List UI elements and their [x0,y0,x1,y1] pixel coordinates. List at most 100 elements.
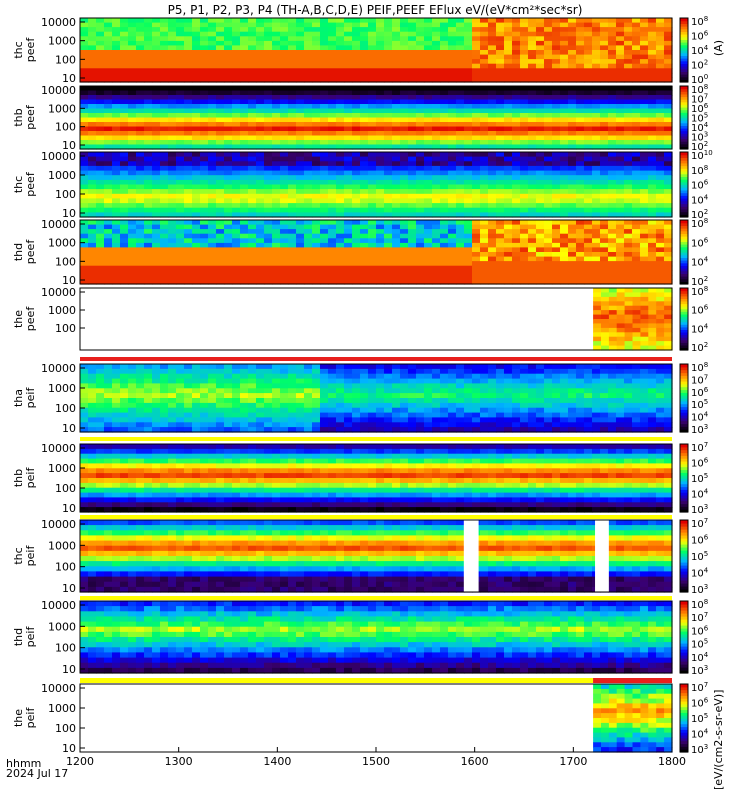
heatmap-cell [392,265,401,271]
heatmap-cell [232,279,241,285]
heatmap-cell [344,364,353,370]
heatmap-cell [104,18,113,24]
heatmap-cell [592,54,601,60]
heatmap-cell [512,45,521,51]
heatmap-cell [352,412,361,419]
heatmap-cell [200,152,209,158]
heatmap-cell [384,207,393,213]
heatmap-cell [432,90,441,96]
heatmap-cell [408,170,417,176]
heatmap-cell [616,252,625,258]
heatmap-cell [104,131,113,137]
heatmap-cell [520,45,529,51]
heatmap-cell [480,63,489,69]
heatmap-cell [128,256,137,262]
heatmap-cell [328,40,337,47]
heatmap-cell [288,36,297,42]
heatmap-cell [144,383,153,389]
heatmap-cell [160,45,169,51]
heatmap-cell [440,270,449,276]
heatmap-cell [312,170,321,176]
heatmap-cell [592,40,601,47]
heatmap-cell [280,95,289,101]
heatmap-cell [544,77,553,83]
heatmap-cell [248,59,257,65]
heatmap-cell [352,184,361,190]
heatmap-cell [496,63,505,69]
heatmap-cell [376,27,385,33]
heatmap-cell [184,90,193,96]
heatmap-cell [128,242,137,249]
heatmap-cell [544,27,553,33]
heatmap-cell [280,256,289,262]
heatmap-cell [344,144,353,150]
heatmap-cell [272,22,281,28]
heatmap-cell [120,224,129,230]
heatmap-cell [128,407,137,414]
heatmap-cell [584,265,593,271]
heatmap-cell [88,135,97,141]
heatmap-cell [120,108,129,114]
heatmap-cell [168,135,177,141]
heatmap-cell [96,95,105,101]
heatmap-cell [512,108,521,114]
heatmap-cell [200,135,209,141]
heatmap-cell [648,50,657,56]
heatmap-cell [400,279,409,285]
heatmap-cell [264,108,273,114]
heatmap-cell [120,247,129,253]
heatmap-cell [472,161,481,167]
heatmap-cell [112,72,121,79]
heatmap-cell [528,135,537,141]
heatmap-cell [488,140,497,146]
heatmap-cell [464,104,473,110]
heatmap-cell [200,161,209,167]
heatmap-cell [184,117,193,123]
heatmap-cell [192,22,201,28]
heatmap-cell [136,99,145,105]
heatmap-cell [496,179,505,186]
heatmap-cell [384,90,393,96]
heatmap-cell [456,113,465,119]
heatmap-cell [656,203,665,209]
heatmap-cell [232,36,241,42]
heatmap-cell [248,422,257,428]
heatmap-cell [608,175,617,181]
heatmap-cell [248,50,257,56]
heatmap-cell [593,288,602,293]
heatmap-cell [248,193,257,199]
heatmap-cell [208,90,217,96]
heatmap-cell [272,364,281,370]
heatmap-cell [280,364,289,370]
colorbar-step [680,109,688,113]
heatmap-cell [320,407,329,414]
heatmap-cell [256,113,265,119]
heatmap-cell [544,126,553,132]
y-axis-label: peef [24,306,37,332]
heatmap-cell [144,165,153,172]
heatmap-cell [592,224,601,230]
heatmap-cell [272,233,281,239]
heatmap-cell [512,99,521,105]
heatmap-cell [408,189,417,195]
heatmap-cell [344,261,353,267]
heatmap-cell [192,193,201,199]
heatmap-cell [664,310,673,316]
heatmap-cell [416,77,425,83]
heatmap-cell [408,140,417,146]
heatmap-cell [296,140,305,146]
heatmap-cell [264,18,273,24]
heatmap-cell [336,398,345,404]
heatmap-cell [240,383,249,389]
heatmap-cell [472,265,481,271]
heatmap-cell [256,68,265,74]
heatmap-cell [656,27,665,33]
heatmap-cell [424,18,433,24]
heatmap-cell [320,104,329,110]
heatmap-cell [560,108,569,114]
heatmap-cell [568,131,577,137]
heatmap-cell [152,265,161,271]
heatmap-cell [248,113,257,119]
heatmap-cell [272,398,281,404]
heatmap-cell [416,144,425,150]
